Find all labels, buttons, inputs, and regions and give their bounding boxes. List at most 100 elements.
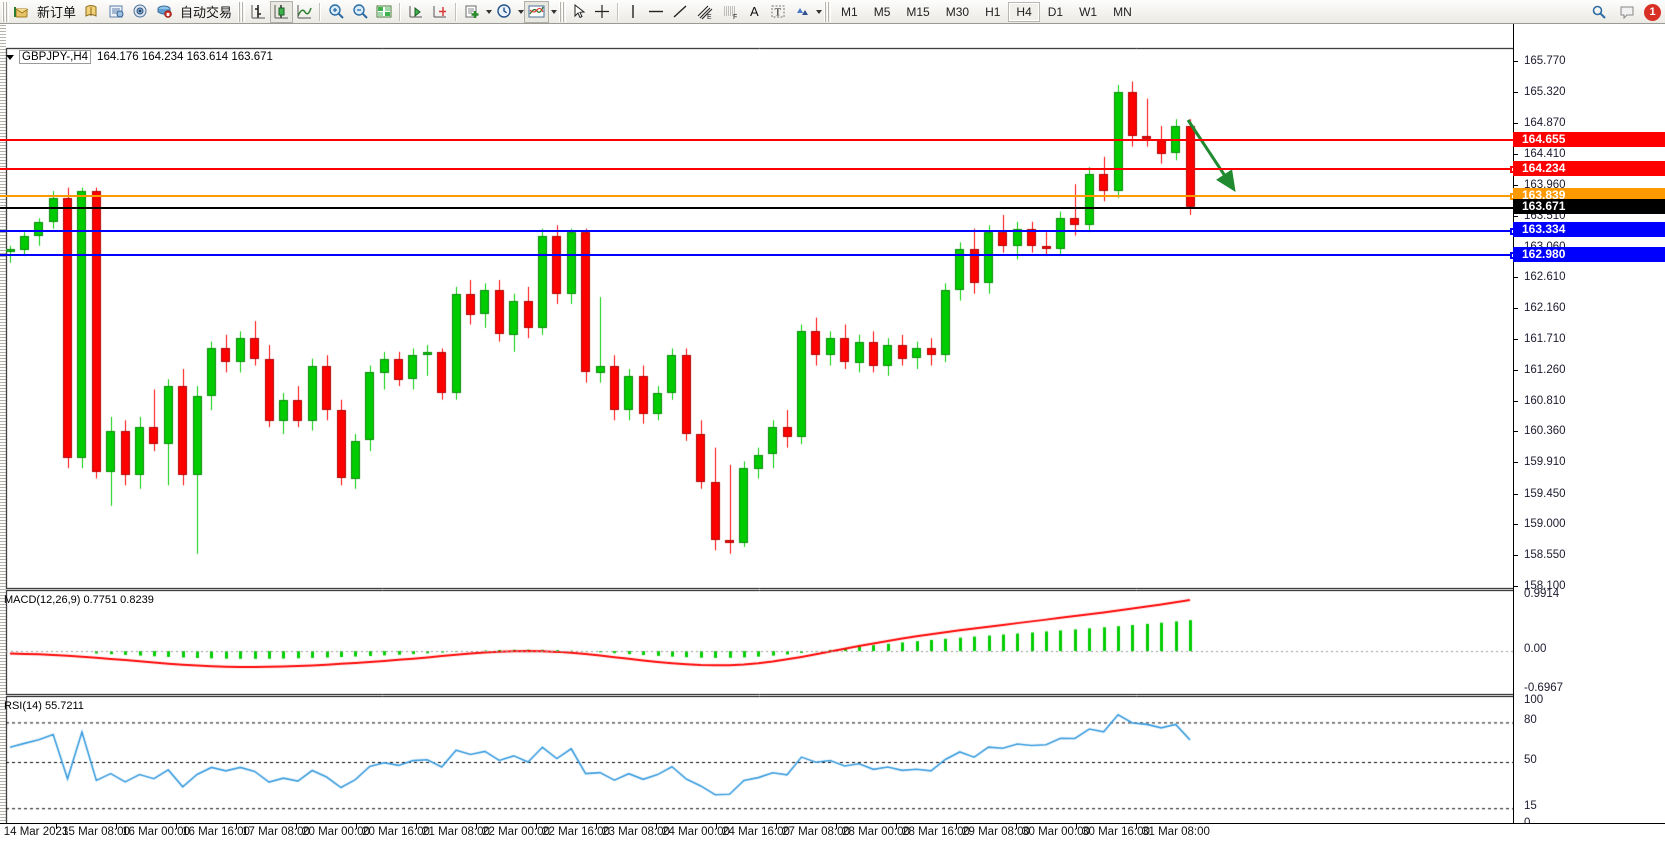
timeframe-m30[interactable]: M30	[945, 4, 970, 19]
notification-count-badge[interactable]: 1	[1644, 3, 1661, 21]
fibonacci-icon[interactable]: F	[718, 1, 744, 23]
zoom-out-icon[interactable]	[348, 1, 372, 23]
macd-indicator-label: MACD(12,26,9) 0.7751 0.8239	[4, 594, 154, 606]
ohlc-values: 164.176 164.234 163.614 163.671	[97, 51, 273, 63]
price-level-line-163.334[interactable]	[0, 227, 1517, 235]
time-label: 30 Mar 16:00	[1082, 826, 1150, 838]
time-label: 22 Mar 16:00	[542, 826, 610, 838]
toolbar-grip[interactable]	[2, 1, 9, 22]
timeframe-m1[interactable]: M1	[841, 4, 858, 19]
price-level-label-163.334[interactable]: 163.334	[1513, 222, 1665, 238]
rsi-tick-15: 15	[1524, 800, 1537, 813]
chart-menu-caret-icon[interactable]	[6, 54, 14, 60]
svg-text:T: T	[775, 7, 782, 19]
price-tick: 159.910	[1513, 456, 1665, 468]
shapes-icon[interactable]	[790, 1, 814, 23]
new-order-label[interactable]: 新订单	[37, 5, 77, 20]
cursor-icon[interactable]	[568, 1, 590, 23]
svg-text:A: A	[750, 4, 759, 19]
price-level-line-162.980[interactable]	[0, 252, 1517, 259]
rsi-tick-80: 80	[1524, 714, 1537, 727]
price-level-label-164.234[interactable]: 164.234	[1513, 160, 1665, 176]
notification-icon[interactable]	[1616, 1, 1638, 23]
price-level-label-162.980[interactable]: 162.980	[1513, 246, 1665, 262]
bar-chart-icon[interactable]	[247, 1, 270, 23]
toolbar-separator-2	[399, 2, 402, 21]
toolbar-grip-2[interactable]	[238, 1, 246, 22]
chart-shift-end-icon[interactable]	[428, 1, 452, 23]
timeframe-m15[interactable]: M15	[906, 4, 930, 19]
navigator-icon[interactable]	[104, 1, 128, 23]
time-tick	[596, 824, 597, 829]
timeframe-w1[interactable]: W1	[1079, 4, 1098, 19]
time-label: 22 Mar 00:00	[482, 826, 550, 838]
text-label-icon[interactable]: T	[766, 1, 790, 23]
time-label: 27 Mar 08:00	[782, 826, 850, 838]
trendline-icon[interactable]	[668, 1, 692, 23]
shapes-dropdown-caret[interactable]	[816, 9, 823, 14]
crosshair-icon[interactable]	[590, 1, 614, 23]
timeframe-mn[interactable]: MN	[1113, 4, 1132, 19]
timeframe-m5[interactable]: M5	[873, 4, 891, 19]
price-tick: 165.770	[1513, 55, 1665, 67]
line-chart-icon[interactable]	[293, 1, 316, 23]
timeframe-h1[interactable]: H1	[985, 4, 1001, 19]
candlestick-chart-icon[interactable]	[270, 0, 294, 23]
new-order-button[interactable]	[11, 1, 33, 23]
price-level-line-163.671[interactable]	[0, 206, 1513, 209]
equidistant-channel-icon[interactable]: E	[692, 1, 718, 23]
svg-text:E: E	[707, 14, 712, 20]
data-window-icon[interactable]	[80, 1, 104, 23]
indicators-dropdown-caret[interactable]	[486, 9, 493, 14]
indicators-icon[interactable]	[460, 1, 484, 23]
time-label: 29 Mar 08:00	[962, 826, 1030, 838]
text-icon[interactable]: A	[744, 1, 766, 23]
time-axis[interactable]: 14 Mar 2023 15 Mar 08:00 16 Mar 00:00 16 Ma…	[0, 823, 1665, 843]
period-dropdown-caret[interactable]	[518, 9, 525, 14]
price-tick: 160.360	[1513, 425, 1665, 437]
symbol-info-bar: GBPJPY-,H4 164.176 164.234 163.614 163.6…	[6, 49, 273, 65]
auto-trading-label[interactable]: 自动交易	[180, 5, 233, 20]
svg-text:F: F	[733, 14, 737, 20]
timeframe-d1[interactable]: D1	[1047, 4, 1064, 19]
price-tick: 164.410	[1513, 148, 1665, 160]
price-tick: 165.320	[1513, 86, 1665, 98]
time-label: 23 Mar 08:00	[602, 826, 670, 838]
expert-advisor-icon[interactable]	[152, 1, 176, 23]
price-level-line-163.839[interactable]	[0, 193, 1517, 201]
price-level-label-164.655[interactable]: 164.655	[1513, 131, 1665, 147]
time-tick	[716, 824, 717, 829]
period-icon[interactable]	[492, 1, 516, 23]
auto-scroll-icon[interactable]	[404, 1, 428, 23]
toolbar-grip-4[interactable]	[824, 1, 832, 22]
toolbar-separator-4	[617, 2, 620, 21]
timeframe-h4[interactable]: H4	[1008, 1, 1040, 22]
time-label: 30 Mar 00:00	[1022, 826, 1090, 838]
price-level-label-163.839[interactable]: 163.839	[1513, 187, 1665, 203]
templates-icon[interactable]	[524, 0, 550, 23]
time-label: 14 Mar 2023	[3, 826, 69, 838]
templates-dropdown-caret[interactable]	[551, 9, 558, 14]
candlestick-canvas[interactable]	[0, 24, 1513, 843]
rsi-indicator-label: RSI(14) 55.7211	[4, 700, 84, 712]
search-icon[interactable]	[1588, 1, 1610, 23]
terminal-icon[interactable]	[128, 1, 152, 23]
price-tick: 158.100	[1513, 580, 1665, 592]
time-tick	[116, 824, 117, 829]
zoom-in-icon[interactable]	[324, 1, 348, 23]
price-level-line-164.234[interactable]	[0, 166, 1517, 174]
price-level-line-164.655[interactable]	[0, 139, 1513, 142]
toolbar-grip-3[interactable]	[559, 1, 567, 22]
price-level-label-163.671[interactable]: 163.671	[1513, 199, 1665, 215]
time-tick	[956, 824, 957, 829]
time-label: 31 Mar 08:00	[1142, 826, 1210, 838]
vertical-line-icon[interactable]	[622, 1, 644, 23]
time-tick	[296, 824, 297, 829]
chart-plot-area[interactable]: GBPJPY-,H4 164.176 164.234 163.614 163.6…	[0, 24, 1517, 843]
horizontal-line-icon[interactable]	[644, 1, 668, 23]
chart-shift-icon[interactable]	[372, 1, 396, 23]
price-axis[interactable]: 165.770 165.320 164.870 164.410 163.960 163.5…	[1513, 24, 1665, 843]
macd-tick-min: -0.6967	[1524, 682, 1564, 694]
chart-workspace[interactable]: GBPJPY-,H4 164.176 164.234 163.614 163.6…	[0, 24, 1665, 843]
price-tick: 162.610	[1513, 271, 1665, 283]
